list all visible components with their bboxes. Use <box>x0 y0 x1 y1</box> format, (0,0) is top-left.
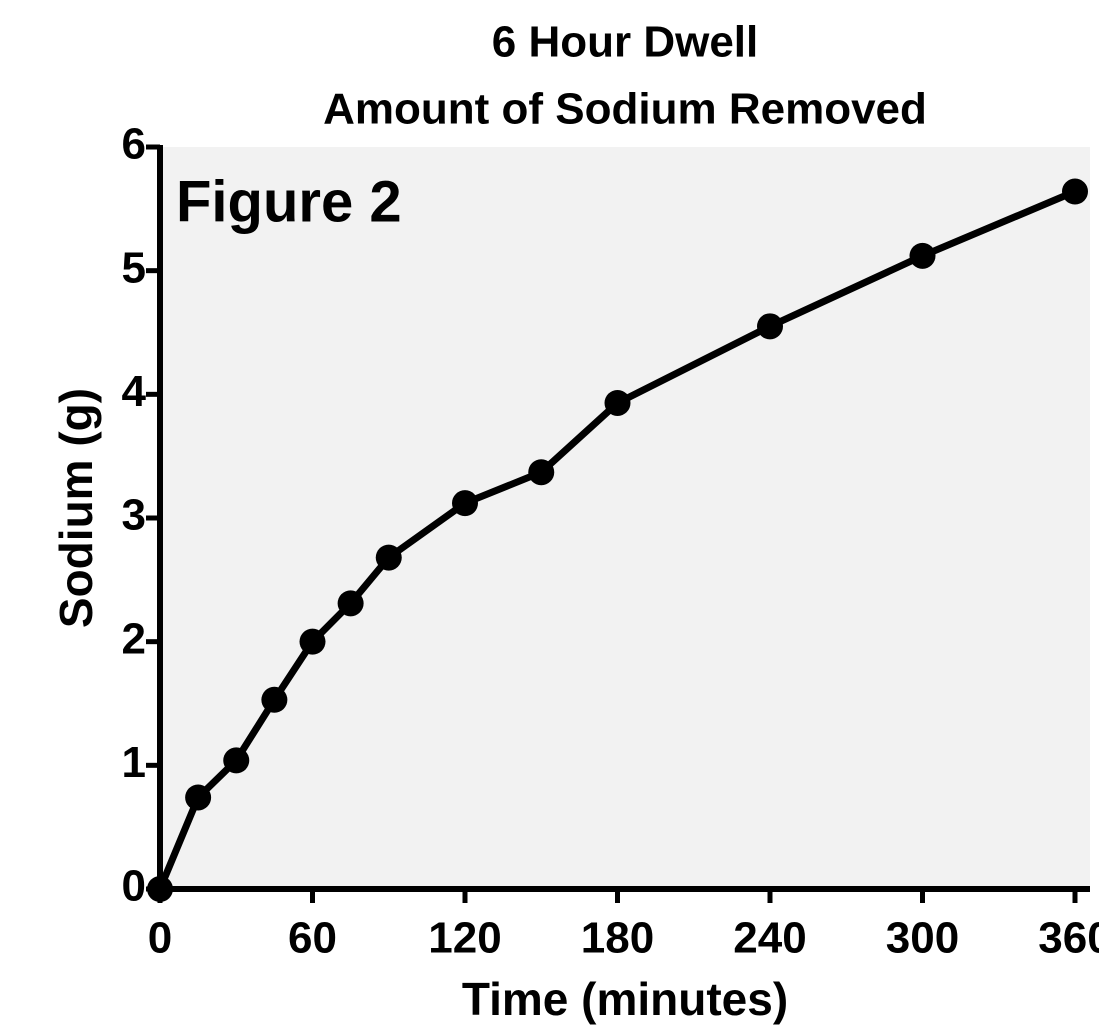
x-tick-label: 0 <box>148 914 172 963</box>
x-tick-label: 60 <box>288 914 337 963</box>
x-tick-label: 120 <box>428 914 501 963</box>
data-point <box>757 313 783 340</box>
x-tick-label: 360 <box>1038 914 1099 963</box>
y-tick-label: 4 <box>122 367 147 416</box>
data-point <box>1062 178 1088 205</box>
y-tick-label: 2 <box>122 614 146 663</box>
data-point <box>375 544 402 571</box>
annotation: Figure 2 <box>176 169 402 234</box>
x-tick-label: 240 <box>733 914 806 963</box>
data-point <box>337 590 364 617</box>
y-axis-label: Sodium (g) <box>50 388 102 628</box>
data-point <box>604 389 631 416</box>
y-tick-label: 0 <box>122 862 146 911</box>
data-point <box>223 747 250 774</box>
x-axis-label: Time (minutes) <box>462 973 788 1025</box>
y-tick-label: 6 <box>122 120 146 169</box>
data-point <box>261 686 288 713</box>
y-tick-label: 3 <box>122 491 146 540</box>
data-point <box>299 628 326 655</box>
x-tick-label: 300 <box>886 914 959 963</box>
chart-subtitle: Amount of Sodium Removed <box>323 85 927 134</box>
chart-title: 6 Hour Dwell <box>492 18 759 67</box>
y-tick-label: 1 <box>122 738 146 787</box>
data-point <box>185 784 212 811</box>
data-point <box>147 876 173 902</box>
data-point <box>452 490 478 517</box>
plot-background <box>160 147 1090 889</box>
x-tick-label: 180 <box>581 914 654 963</box>
y-tick-label: 5 <box>122 243 146 292</box>
data-point <box>528 459 555 486</box>
data-point <box>909 242 936 269</box>
